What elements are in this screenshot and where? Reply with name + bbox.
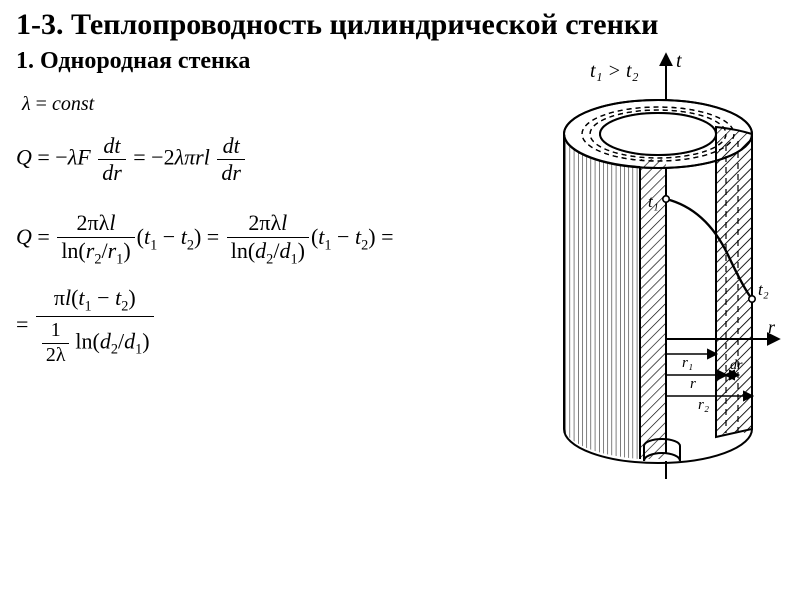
sub: 1 xyxy=(290,251,297,267)
txt: l xyxy=(109,210,115,235)
txt: ln( xyxy=(231,238,255,263)
d: d xyxy=(100,328,111,353)
sym-Q: Q xyxy=(16,225,32,250)
ln: ln( xyxy=(75,328,99,353)
txt: 2πλ xyxy=(77,210,110,235)
frac-1-2lambda: 1 2λ xyxy=(42,320,69,367)
sub: 2 xyxy=(111,341,118,357)
denominator: dr xyxy=(217,160,245,185)
sym-lambda-pi: λπ xyxy=(175,145,196,170)
txt: ln( xyxy=(61,238,85,263)
equations-column: λ = const Q = −λF dtdr = −2λπrl dtdr Q =… xyxy=(16,83,494,384)
t-axis-label: t xyxy=(676,50,682,72)
eq-part: = − xyxy=(32,145,68,170)
section-heading: 1-3. Теплопроводность цилиндрической сте… xyxy=(16,8,784,42)
equation-integrated: Q = 2πλlln(r2/r1)(t1 − t2) = 2πλlln(d2/d… xyxy=(16,211,484,267)
label-r1: r₁ xyxy=(682,355,693,371)
content-area: λ = const Q = −λF dtdr = −2λπrl dtdr Q =… xyxy=(16,83,784,484)
denominator: ln(d2/d1) xyxy=(227,238,309,268)
equation-lambda-const: λ = const xyxy=(22,93,484,116)
pi: π xyxy=(54,285,65,310)
sym-rl: rl xyxy=(195,145,215,170)
two-lambda: 2λ xyxy=(46,344,65,366)
point-t2 xyxy=(749,296,755,302)
label-t2: t₂ xyxy=(758,280,769,299)
eq-part: = −2 xyxy=(128,145,175,170)
eq-trailing: = xyxy=(376,225,394,250)
frac-dt-dr-1: dtdr xyxy=(98,134,126,185)
numerator: dt xyxy=(217,134,245,160)
txt: d xyxy=(255,238,266,263)
sub: 2 xyxy=(187,238,194,254)
minus: − xyxy=(157,225,180,250)
label-r: r xyxy=(690,376,696,392)
minus: − xyxy=(92,285,115,310)
txt: 2πλ xyxy=(248,210,281,235)
sym-F: F xyxy=(77,145,96,170)
denominator: dr xyxy=(98,160,126,185)
cp: ) xyxy=(142,328,149,353)
const-text: const xyxy=(52,93,94,115)
paren-open: ( xyxy=(137,225,144,250)
minus: − xyxy=(332,225,355,250)
sub: 1 xyxy=(324,238,331,254)
denominator: 1 2λ ln(d2/d1) xyxy=(36,317,154,367)
d: d xyxy=(124,328,135,353)
condition-label: t₁ > t₂ xyxy=(590,60,639,82)
point-t1 xyxy=(663,196,669,202)
diagram-svg: t t₁ > t₂ xyxy=(494,49,784,479)
sym-Q: Q xyxy=(16,145,32,170)
txt: d xyxy=(279,238,290,263)
frac-r: 2πλlln(r2/r1) xyxy=(57,211,134,267)
txt: l xyxy=(281,210,287,235)
eq-sign: = xyxy=(32,225,55,250)
numerator: dt xyxy=(98,134,126,160)
lambda-symbol: λ xyxy=(22,93,31,115)
cylinder-diagram: t t₁ > t₂ xyxy=(494,49,784,484)
pc: ) xyxy=(128,285,135,310)
txt: r xyxy=(108,238,117,263)
eq-sign: = xyxy=(201,225,224,250)
eq-sign: = xyxy=(16,311,34,336)
frac-final: πl(t1 − t2) 1 2λ ln(d2/d1) xyxy=(36,286,154,367)
r-axis-label: r xyxy=(768,317,776,337)
numerator: πl(t1 − t2) xyxy=(36,286,154,317)
label-dr: dr xyxy=(730,358,743,373)
paren-close: ) xyxy=(368,225,375,250)
one: 1 xyxy=(51,319,61,341)
frac-d: 2πλlln(d2/d1) xyxy=(227,211,309,267)
txt: ) xyxy=(298,238,305,263)
numerator: 2πλl xyxy=(227,211,309,237)
frac-dt-dr-2: dtdr xyxy=(217,134,245,185)
equation-differential: Q = −λF dtdr = −2λπrl dtdr xyxy=(16,134,484,185)
txt: ) xyxy=(123,238,130,263)
label-r2: r₂ xyxy=(698,397,709,413)
denominator: ln(r2/r1) xyxy=(57,238,134,268)
num: 1 xyxy=(42,320,69,344)
eq-sign: = xyxy=(31,93,52,115)
sub: 1 xyxy=(85,298,92,314)
den: 2λ xyxy=(42,344,69,367)
label-t1: t₁ xyxy=(648,192,659,211)
equation-final: = πl(t1 − t2) 1 2λ ln(d2/d1) xyxy=(16,286,484,367)
sym-lambda: λ xyxy=(68,145,78,170)
numerator: 2πλl xyxy=(57,211,134,237)
